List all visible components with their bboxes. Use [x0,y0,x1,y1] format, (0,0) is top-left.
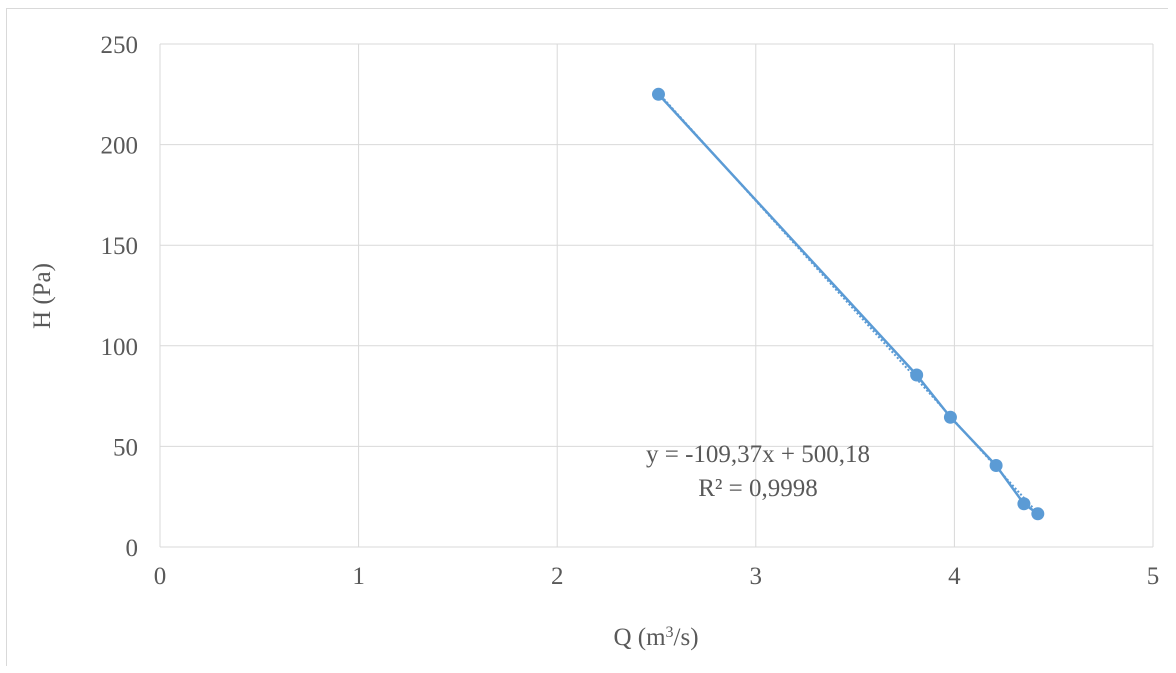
x-axis-title: Q (m3/s) [613,624,698,652]
data-point [1031,507,1045,521]
x-tick-label: 5 [1147,563,1160,590]
trendline-r2: R² = 0,9998 [698,475,818,502]
data-point [910,368,924,382]
x-tick-label: 2 [551,563,564,590]
data-point [943,410,957,424]
y-tick-label: 150 [101,233,139,260]
gridlines [159,43,1154,548]
data-series [651,87,1045,521]
data-point [1017,497,1031,511]
x-tick-label: 3 [750,563,763,590]
y-tick-label: 0 [126,535,139,562]
x-axis-title-prefix: Q (m [613,624,666,651]
x-tick-label: 4 [948,563,961,590]
tick-labels: 0 50 100 150 200 250 0 1 2 3 4 5 [101,32,1160,590]
y-tick-label: 100 [101,334,139,361]
chart-area [6,8,1168,666]
x-axis-title-superscript: 3 [666,624,674,641]
x-tick-label: 1 [352,563,365,590]
y-tick-label: 50 [113,434,138,461]
y-tick-label: 250 [101,32,139,59]
y-tick-label: 200 [101,133,139,160]
trendline-equation: y = -109,37x + 500,18 [646,441,870,468]
x-tick-label: 0 [154,563,167,590]
y-axis-title: H (Pa) [29,263,56,329]
data-point [989,459,1003,473]
x-axis-title-suffix: /s) [674,624,699,651]
data-point [651,87,665,101]
